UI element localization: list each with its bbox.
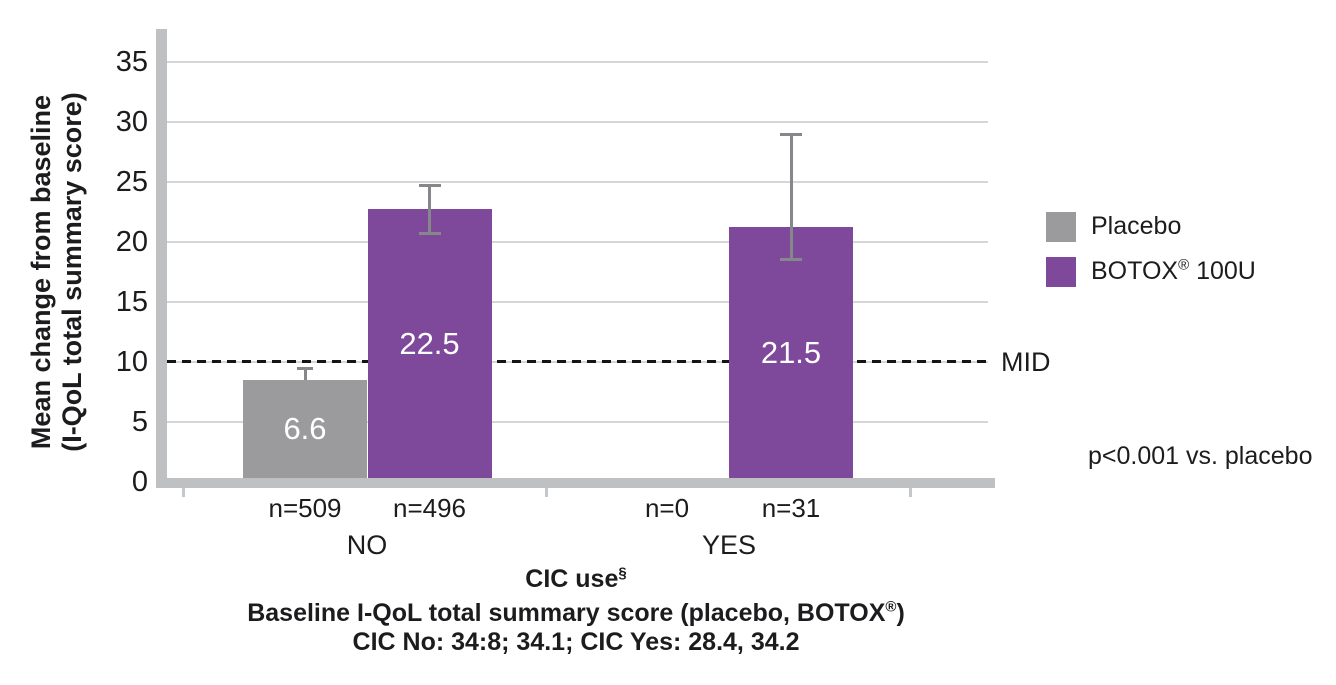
y-axis-title-line1: Mean change from baseline <box>26 94 56 450</box>
x-axis-tick <box>181 488 185 497</box>
y-tick-label: 20 <box>115 225 148 258</box>
bar-value-label: 6.6 <box>283 410 327 446</box>
category-label-no: NO <box>346 530 388 560</box>
bar-value-label: 22.5 <box>399 325 460 361</box>
legend-label-placebo: Placebo <box>1091 212 1182 240</box>
y-tick-label: 15 <box>115 285 148 318</box>
bar-botox-no <box>367 209 492 478</box>
baseline-score-caption: Baseline I-QoL total summary score (plac… <box>166 598 986 628</box>
baseline-caption-text: Baseline I-QoL total summary score (plac… <box>247 599 886 627</box>
baseline-caption-close: ) <box>896 599 905 627</box>
legend-row-placebo: Placebo <box>1046 211 1256 242</box>
error-bar-line <box>303 368 307 380</box>
category-label-yes: YES <box>701 530 757 560</box>
n-count-label: n=0 <box>644 493 690 523</box>
x-axis-tick <box>908 488 912 497</box>
error-bar-cap-top <box>780 132 802 136</box>
bar-botox-yes <box>729 227 853 478</box>
mid-reference-line <box>167 360 988 364</box>
legend: Placebo BOTOX® 100U <box>1046 211 1256 301</box>
x-axis-caption-text: CIC use <box>525 565 619 593</box>
y-tick-label: 5 <box>131 405 148 438</box>
registered-mark: ® <box>1178 256 1190 274</box>
section-mark: § <box>618 564 627 582</box>
gridline <box>167 180 988 183</box>
error-bar-cap-bottom <box>780 257 802 261</box>
y-axis-bar <box>156 29 167 488</box>
n-count-label: n=509 <box>268 493 342 523</box>
bar-placebo-no <box>243 379 367 478</box>
error-bar-line <box>428 185 431 234</box>
y-tick-label: 30 <box>115 105 148 138</box>
error-bar-cap-bottom <box>418 232 441 236</box>
baseline-values-caption: CIC No: 34:8; 34.1; CIC Yes: 28.4, 34.2 <box>352 628 800 656</box>
botox-swatch-icon <box>1046 256 1076 287</box>
legend-label-botox: BOTOX® 100U <box>1091 257 1256 286</box>
n-count-label: n=496 <box>392 493 467 523</box>
n-count-label: n=31 <box>761 493 821 523</box>
x-axis-bar <box>156 478 995 488</box>
y-tick-label: 25 <box>115 165 148 198</box>
legend-botox-brand: BOTOX <box>1091 257 1179 285</box>
gridline <box>167 240 988 243</box>
placebo-swatch-icon <box>1046 211 1076 242</box>
y-tick-label: 35 <box>115 45 148 78</box>
y-tick-label: 0 <box>131 465 148 498</box>
gridline <box>167 420 988 423</box>
registered-mark: ® <box>885 598 897 616</box>
bar-value-label: 21.5 <box>760 334 822 370</box>
gridline <box>167 300 988 303</box>
legend-botox-dose: 100U <box>1189 257 1256 285</box>
p-value-note: p<0.001 vs. placebo <box>1088 442 1313 470</box>
x-axis-caption: CIC use§ <box>166 564 986 594</box>
error-bar-cap-top <box>297 367 313 371</box>
mid-reference-label: MID <box>1001 346 1051 377</box>
gridline <box>167 120 988 123</box>
legend-row-botox: BOTOX® 100U <box>1046 256 1256 287</box>
error-bar-cap-top <box>418 184 441 188</box>
error-bar-line <box>789 133 793 259</box>
y-tick-label: 10 <box>115 345 148 378</box>
gridline <box>167 60 988 63</box>
x-axis-tick <box>545 488 548 497</box>
